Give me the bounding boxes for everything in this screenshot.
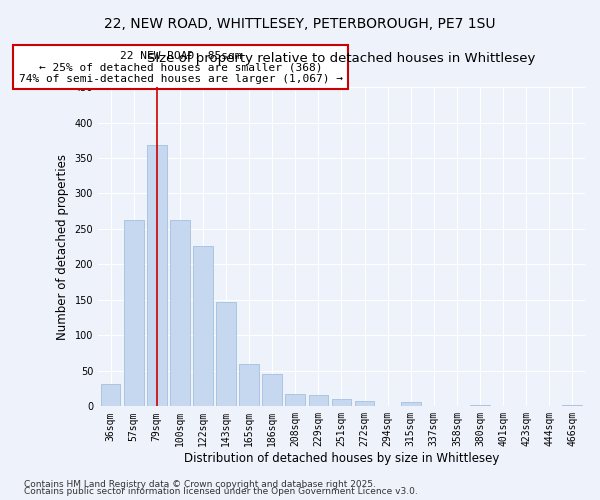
Bar [401,402,421,406]
Text: Contains public sector information licensed under the Open Government Licence v3: Contains public sector information licen… [24,487,418,496]
Bar [193,246,213,406]
Title: Size of property relative to detached houses in Whittlesey: Size of property relative to detached ho… [147,52,536,65]
X-axis label: Distribution of detached houses by size in Whittlesey: Distribution of detached houses by size … [184,452,499,465]
Bar [101,384,121,406]
Bar [147,145,167,406]
Text: Contains HM Land Registry data © Crown copyright and database right 2025.: Contains HM Land Registry data © Crown c… [24,480,376,489]
Bar [124,220,143,406]
Text: 22 NEW ROAD: 85sqm
← 25% of detached houses are smaller (368)
74% of semi-detach: 22 NEW ROAD: 85sqm ← 25% of detached hou… [19,50,343,84]
Bar [308,395,328,406]
Bar [262,374,282,406]
Text: 22, NEW ROAD, WHITTLESEY, PETERBOROUGH, PE7 1SU: 22, NEW ROAD, WHITTLESEY, PETERBOROUGH, … [104,18,496,32]
Bar [355,400,374,406]
Bar [216,302,236,406]
Bar [286,394,305,406]
Y-axis label: Number of detached properties: Number of detached properties [56,154,69,340]
Bar [332,399,351,406]
Bar [562,405,582,406]
Bar [470,405,490,406]
Bar [239,364,259,406]
Bar [170,220,190,406]
